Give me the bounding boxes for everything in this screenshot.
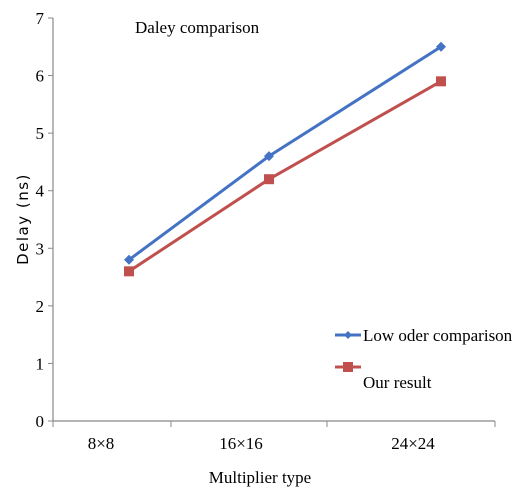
data-point [264, 174, 274, 185]
y-tick-label: 5 [36, 124, 45, 143]
x-tick-label: 16×16 [219, 434, 263, 453]
series-line-2 [128, 80, 442, 273]
x-axis-label: Multiplier type [209, 468, 311, 487]
y-ticks: 0 1 2 3 4 5 6 7 [36, 9, 53, 431]
x-ticks: 8×8 16×16 24×24 [52, 421, 496, 453]
y-tick-label: 4 [36, 182, 45, 201]
legend-label: Low oder comparison [363, 326, 513, 345]
legend: Low oder comparison Our result [335, 326, 513, 392]
y-tick-label: 1 [36, 354, 45, 373]
y-tick-label: 2 [36, 297, 45, 316]
chart-title: Daley comparison [135, 18, 260, 37]
data-point [264, 151, 274, 162]
data-point [124, 266, 134, 277]
legend-marker [344, 331, 352, 339]
y-tick-label: 7 [36, 9, 45, 28]
y-tick-label: 0 [36, 412, 45, 431]
data-point [436, 76, 446, 87]
series-group [124, 41, 446, 277]
data-point [124, 254, 134, 265]
data-point [436, 41, 446, 52]
x-tick-label: 8×8 [88, 434, 115, 453]
legend-label: Our result [363, 373, 432, 392]
y-tick-label: 3 [36, 239, 45, 258]
axes [52, 18, 495, 422]
y-tick-label: 6 [36, 67, 45, 86]
legend-marker [343, 362, 353, 372]
y-axis-label: Delay (ns) [14, 173, 32, 265]
series-line-1 [128, 45, 442, 262]
x-tick-label: 24×24 [391, 434, 435, 453]
